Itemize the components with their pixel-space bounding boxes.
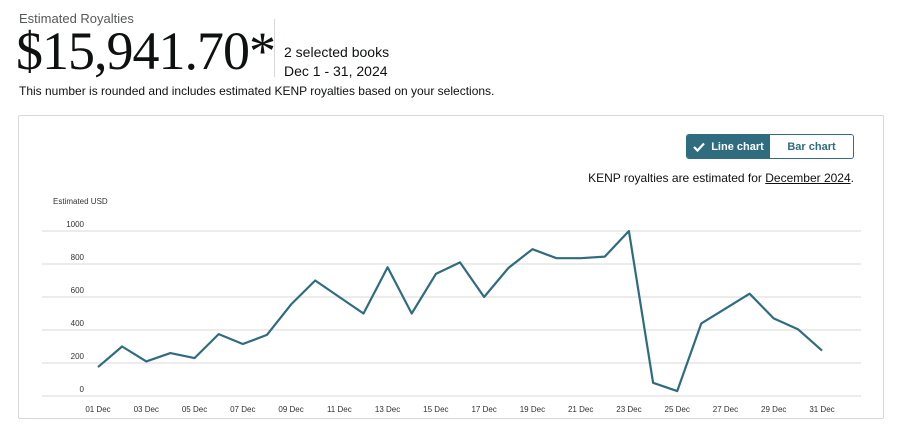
kenp-note: KENP royalties are estimated for Decembe… — [588, 171, 854, 185]
x-tick-label: 15 Dec — [423, 405, 448, 414]
selected-books-count: 2 selected books — [284, 44, 390, 60]
y-axis-title: Estimated USD — [53, 197, 108, 206]
x-tick-label: 13 Dec — [375, 405, 400, 414]
series-line — [97, 229, 823, 393]
x-tick-label: 27 Dec — [713, 405, 738, 414]
chart-type-toggle: Line chart Bar chart — [686, 134, 854, 159]
kenp-note-prefix: KENP royalties are estimated for — [588, 171, 766, 185]
header-divider — [274, 19, 275, 77]
x-tick-label: 07 Dec — [230, 405, 255, 414]
bar-chart-button[interactable]: Bar chart — [770, 135, 853, 158]
x-tick-label: 03 Dec — [134, 405, 159, 414]
rounding-note: This number is rounded and includes esti… — [19, 84, 495, 98]
x-tick-label: 05 Dec — [182, 405, 207, 414]
x-tick-label: 09 Dec — [278, 405, 303, 414]
y-tick-label: 400 — [71, 319, 85, 328]
y-tick-label: 800 — [71, 253, 85, 262]
royalties-amount: $15,941.70* — [16, 21, 276, 81]
x-tick-label: 31 Dec — [809, 405, 834, 414]
checkmark-icon — [693, 142, 706, 152]
x-tick-label: 19 Dec — [520, 405, 545, 414]
chart-panel — [18, 115, 884, 419]
x-tick-label: 11 Dec — [327, 405, 352, 414]
kenp-month-link[interactable]: December 2024 — [765, 171, 851, 185]
y-tick-label: 200 — [71, 352, 85, 361]
x-tick-label: 21 Dec — [568, 405, 593, 414]
x-tick-label: 23 Dec — [616, 405, 641, 414]
bar-chart-label: Bar chart — [787, 140, 836, 153]
section-eyebrow: Estimated Royalties — [19, 11, 134, 26]
line-chart-button[interactable]: Line chart — [687, 135, 770, 158]
date-range: Dec 1 - 31, 2024 — [284, 63, 388, 79]
x-tick-label: 17 Dec — [471, 405, 496, 414]
x-tick-label: 25 Dec — [665, 405, 690, 414]
y-tick-label: 0 — [80, 385, 85, 394]
kenp-note-suffix: . — [850, 171, 854, 185]
y-tick-label: 600 — [71, 286, 85, 295]
y-tick-label: 1000 — [66, 220, 84, 229]
x-tick-label: 01 Dec — [85, 405, 110, 414]
line-chart-label: Line chart — [711, 140, 764, 153]
x-tick-label: 29 Dec — [761, 405, 786, 414]
